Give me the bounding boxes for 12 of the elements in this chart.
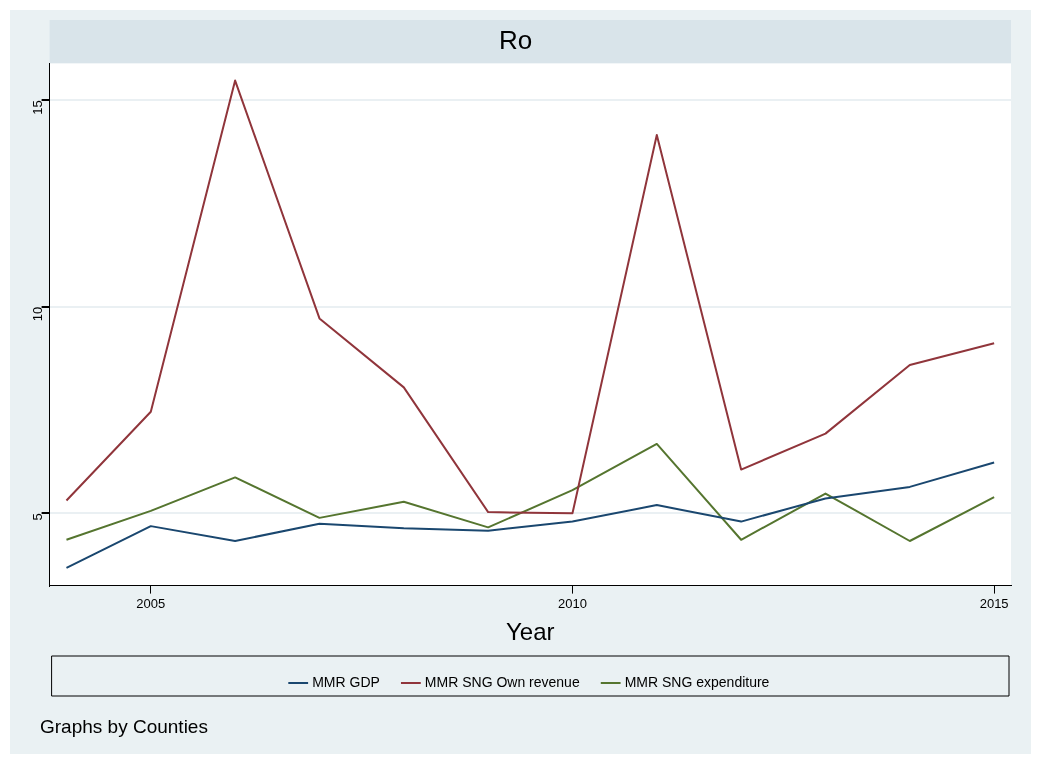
y-tick-label: 10	[30, 306, 46, 322]
x-tick-label: 2015	[979, 595, 1009, 611]
y-tick-label: 15	[30, 100, 46, 115]
x-tick-label: 2005	[136, 595, 166, 611]
legend-label: MMR SNG Own revenue	[424, 673, 580, 690]
legend-label: MMR SNG expenditure	[624, 673, 770, 690]
text: Graphs by Counties	[40, 716, 208, 738]
x-axis-title: Year	[506, 618, 555, 646]
legend-label: MMR GDP	[312, 673, 380, 690]
x-tick-label: 2010	[558, 595, 587, 611]
chart-title: Ro	[498, 24, 533, 55]
y-tick-label: 5	[30, 513, 46, 521]
